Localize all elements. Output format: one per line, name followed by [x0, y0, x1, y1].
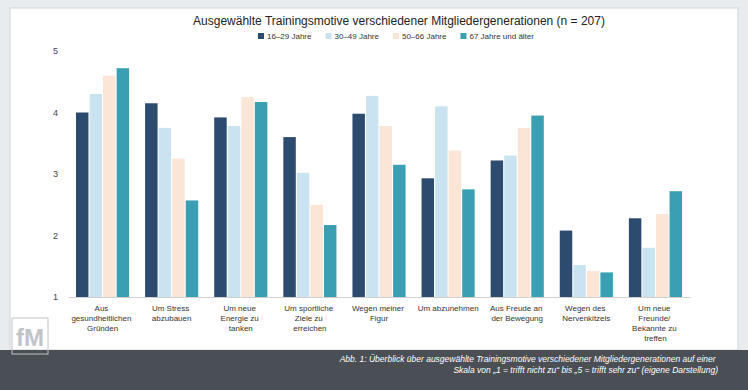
y-axis-line [68, 52, 69, 298]
x-tick: Um neue Freunde/ Bekannte zu treffen [632, 297, 679, 343]
title: Ausgewählte Trainingsmotive verschiedene… [193, 14, 605, 28]
x-tick: Wegen meiner Figur [352, 297, 406, 323]
legend-swatch [460, 33, 466, 39]
x-tick: Aus gesundheitlichen Gründen [71, 297, 133, 333]
y-tick: 4 [53, 108, 68, 118]
x-tick-label: Aus Freude an der Bewegung [490, 304, 545, 323]
x-tick: Wegen des Nervenkitzels [562, 297, 610, 323]
bar [587, 271, 599, 297]
bar [504, 156, 516, 297]
bar [600, 272, 612, 297]
panel [10, 8, 738, 350]
bar [310, 205, 322, 297]
bar [324, 225, 336, 297]
x-tick: Um neue Energie zu tanken [221, 297, 261, 333]
x-tick: Um sportliche Ziele zu erreichen [284, 297, 335, 333]
legend: 16–29 Jahre 30–49 Jahre 50–66 Jahre 67 Jahr… [258, 32, 534, 41]
caption: Abb. 1: Überblick über ausgewählte Train… [339, 354, 718, 375]
chart: Ausgewählte Trainingsmotive verschiedene… [0, 0, 748, 390]
bar [629, 218, 641, 297]
y-tick: 2 [53, 231, 68, 241]
x-tick: Um Stress abzubauen [152, 297, 192, 323]
bar [172, 159, 184, 297]
bar [352, 114, 364, 297]
bar [76, 113, 88, 298]
x-tick-label: Um Stress abzubauen [152, 304, 192, 323]
logo: fM [16, 324, 44, 351]
bar [255, 102, 267, 297]
x-tick-label: Um abzunehmen [418, 304, 479, 313]
bar [573, 265, 585, 297]
bar [380, 126, 392, 297]
bar [297, 173, 309, 297]
bar [560, 231, 572, 297]
bar [241, 97, 253, 297]
y-tick-label: 1 [53, 292, 58, 302]
x-tick-label: Wegen des Nervenkitzels [562, 304, 610, 323]
y-axis: 1 2 3 4 5 [53, 46, 69, 302]
bar [531, 116, 543, 297]
bar [159, 128, 171, 297]
bar [642, 248, 654, 297]
bar [491, 160, 503, 297]
bar [145, 103, 157, 297]
legend-swatch [258, 33, 264, 39]
bar [228, 126, 240, 297]
bar [518, 128, 530, 297]
x-tick-label: Wegen meiner Figur [352, 304, 406, 323]
bar [435, 106, 447, 297]
x-axis-line [69, 297, 691, 298]
bar [366, 96, 378, 297]
legend-label: 30–49 Jahre [334, 32, 379, 41]
x-tick-label: Aus gesundheitlichen Gründen [71, 304, 133, 333]
bar [462, 189, 474, 297]
x-axis: Aus gesundheitlichen Gründen Um Stress ab… [69, 297, 691, 343]
bar [393, 165, 405, 297]
bar [670, 191, 682, 297]
y-tick-label: 2 [53, 231, 58, 241]
legend-label: 16–29 Jahre [267, 32, 312, 41]
y-tick-label: 4 [53, 108, 58, 118]
legend-label: 67 Jahre und älter [469, 32, 534, 41]
bar [449, 151, 461, 297]
x-tick: Aus Freude an der Bewegung [490, 297, 545, 323]
logo-box [12, 318, 48, 354]
bar [117, 68, 129, 297]
y-tick-label: 3 [53, 169, 58, 179]
footer-band [0, 350, 748, 390]
bar [214, 117, 226, 297]
x-tick: Um abzunehmen [418, 297, 479, 313]
legend-label: 50–66 Jahre [402, 32, 447, 41]
legend-swatch [393, 33, 399, 39]
bar [656, 214, 668, 297]
y-tick: 3 [53, 169, 68, 179]
y-tick: 1 [53, 292, 68, 302]
bar [283, 137, 295, 297]
bar [103, 76, 115, 297]
x-tick-label: Um neue Freunde/ Bekannte zu treffen [632, 304, 679, 343]
x-tick-label: Um sportliche Ziele zu erreichen [284, 304, 335, 333]
bar [186, 200, 198, 297]
bar [422, 178, 434, 297]
y-tick-label: 5 [53, 46, 58, 56]
bars [76, 68, 682, 297]
background [0, 0, 748, 390]
bar [90, 94, 102, 297]
y-tick: 5 [53, 46, 68, 56]
x-tick-label: Um neue Energie zu tanken [221, 304, 261, 333]
legend-swatch [325, 33, 331, 39]
